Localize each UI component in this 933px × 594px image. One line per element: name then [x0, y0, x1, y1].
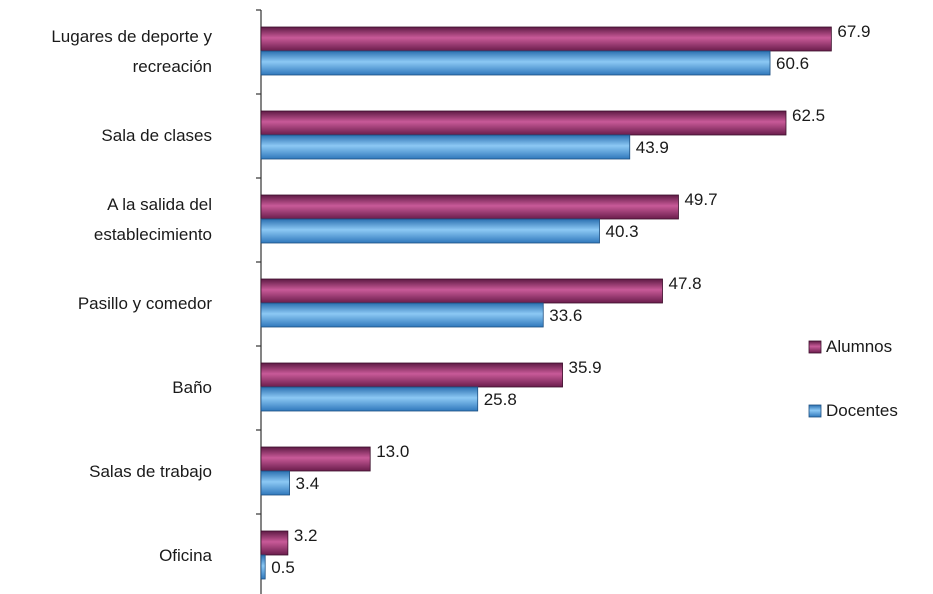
bar-docentes [260, 50, 771, 76]
bar-alumnos [260, 110, 787, 136]
data-label: 3.4 [296, 474, 320, 493]
data-label: 40.3 [606, 222, 639, 241]
bar-alumnos [260, 278, 663, 304]
bar-docentes [260, 554, 266, 580]
bar-docentes [260, 386, 479, 412]
axis-layer [256, 9, 262, 594]
legend-swatch-docentes [808, 404, 822, 418]
data-label: 62.5 [792, 106, 825, 125]
data-label: 3.2 [294, 526, 318, 545]
labels-layer: Lugares de deporte y recreación 67.9 60.6 Sa… [51, 22, 870, 577]
data-label: 35.9 [569, 358, 602, 377]
category-label: A la salida del [107, 195, 212, 214]
data-label: 33.6 [549, 306, 582, 325]
category-label: recreación [133, 57, 212, 76]
bar-alumnos [260, 194, 679, 220]
data-label: 25.8 [484, 390, 517, 409]
data-label: 67.9 [837, 22, 870, 41]
legend-swatch-alumnos [808, 340, 822, 354]
data-label: 43.9 [636, 138, 669, 157]
data-label: 60.6 [776, 54, 809, 73]
data-label: 49.7 [684, 190, 717, 209]
bar-alumnos [260, 362, 563, 388]
category-label: Pasillo y comedor [78, 294, 213, 313]
bar-docentes [260, 134, 631, 160]
bars-layer [260, 26, 832, 580]
bar-alumnos [260, 446, 371, 472]
bar-docentes [260, 470, 290, 496]
category-label: Sala de clases [101, 126, 212, 145]
category-label: Oficina [159, 546, 212, 565]
bar-docentes [260, 218, 600, 244]
category-label: establecimiento [94, 225, 212, 244]
bar-alumnos [260, 530, 289, 556]
bar-docentes [260, 302, 544, 328]
category-label: Salas de trabajo [89, 462, 212, 481]
legend: Alumnos Docentes [808, 337, 898, 420]
legend-label-alumnos: Alumnos [826, 337, 892, 356]
category-label: Lugares de deporte y [51, 27, 212, 46]
bar-alumnos [260, 26, 832, 52]
data-label: 47.8 [669, 274, 702, 293]
legend-label-docentes: Docentes [826, 401, 898, 420]
data-label: 0.5 [271, 558, 295, 577]
category-label: Baño [172, 378, 212, 397]
data-label: 13.0 [376, 442, 409, 461]
